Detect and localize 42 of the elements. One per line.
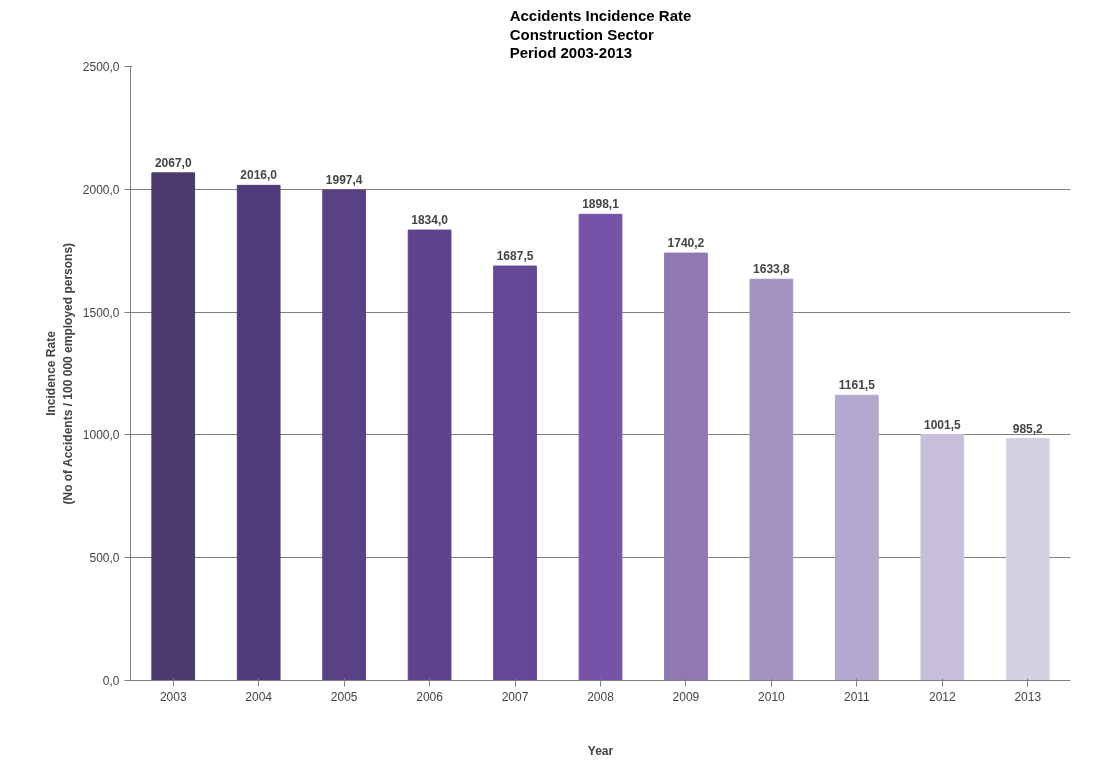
bar <box>835 394 879 681</box>
x-tick-label: 2012 <box>928 689 956 704</box>
x-tick-label: 2010 <box>758 689 786 704</box>
x-tick-label: 2005 <box>330 689 358 704</box>
bar <box>151 172 196 681</box>
bar <box>578 213 623 681</box>
x-tick-label: 2007 <box>501 689 529 704</box>
x-tick-label: 2011 <box>843 689 871 704</box>
data-label: 1898,1 <box>582 197 620 212</box>
bar <box>749 278 794 681</box>
y-tick-label: 1000,0 <box>82 428 120 443</box>
data-label: 1834,0 <box>411 213 449 228</box>
bar <box>920 434 965 681</box>
y-tick-label: 1500,0 <box>82 305 120 320</box>
x-axis-title: Year <box>587 743 614 758</box>
x-tick-label: 2004 <box>245 689 273 704</box>
data-label: 2067,0 <box>154 155 192 170</box>
bar <box>1005 438 1050 681</box>
bar <box>236 184 281 681</box>
x-tick-label: 2006 <box>416 689 444 704</box>
data-label: 985,2 <box>1012 421 1044 436</box>
y-tick-label: 0,0 <box>102 674 120 688</box>
data-label: 1633,8 <box>753 262 791 277</box>
data-label: 1997,4 <box>325 172 363 187</box>
data-label: 2016,0 <box>240 168 278 183</box>
y-tick-label: 2500,0 <box>82 60 120 74</box>
data-label: 1001,5 <box>923 417 961 432</box>
x-tick-label: 2008 <box>587 689 615 704</box>
data-label: 1687,5 <box>496 249 534 264</box>
x-tick-label: 2003 <box>159 689 187 704</box>
data-label: 1161,5 <box>838 378 876 393</box>
chart-title: Accidents Incidence Rate Construction Sector Period 2003-2013 <box>509 7 692 62</box>
y-axis-title: Incidence Rate (No of Accidents / 100 000 employed persons) <box>44 242 75 505</box>
bar <box>407 229 452 681</box>
y-tick-label: 500,0 <box>89 551 120 566</box>
bar <box>664 252 708 681</box>
x-tick-label: 2009 <box>672 689 700 704</box>
y-tick-label: 2000,0 <box>82 182 120 197</box>
bar <box>322 189 366 681</box>
bar <box>493 265 537 681</box>
x-tick-label: 2013 <box>1014 689 1042 704</box>
data-label: 1740,2 <box>667 236 705 251</box>
